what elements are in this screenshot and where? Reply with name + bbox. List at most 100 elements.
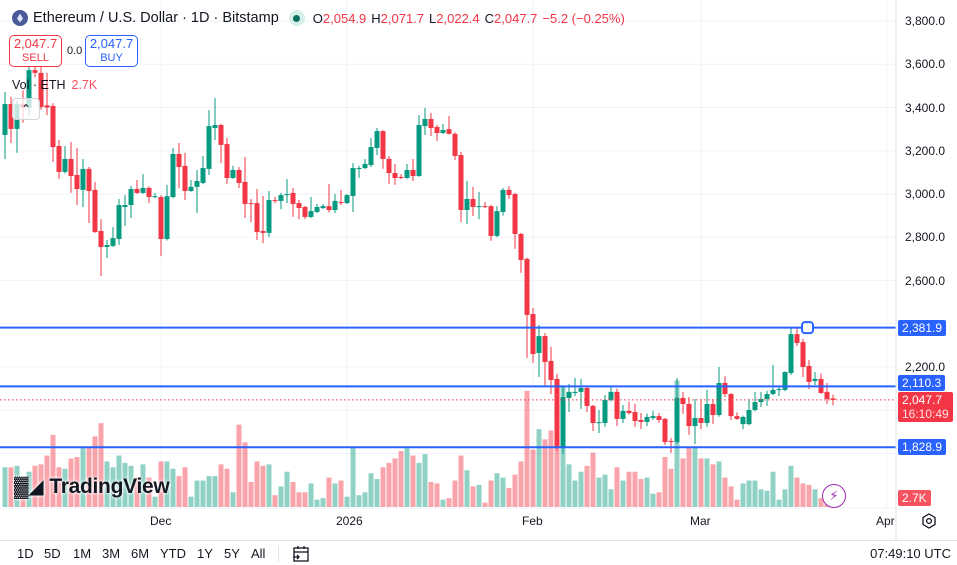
candle-body <box>800 342 806 367</box>
volume-bar <box>308 483 314 507</box>
candle <box>560 386 566 454</box>
candle-body <box>734 416 740 419</box>
range-button-1y[interactable]: 1Y <box>197 546 213 561</box>
volume-bar <box>224 468 230 507</box>
candle-body <box>122 205 128 207</box>
candle-body <box>176 153 182 167</box>
candle-body <box>746 410 752 425</box>
candle-body <box>824 391 830 400</box>
volume-bar <box>170 468 176 507</box>
candle <box>752 391 758 412</box>
volume-bar <box>662 457 668 507</box>
candle-body <box>38 72 44 108</box>
sell-button[interactable]: 2,047.7 SELL <box>9 35 62 67</box>
candle-body <box>230 169 236 178</box>
volume-bar <box>302 492 308 507</box>
range-button-3m[interactable]: 3M <box>102 546 121 561</box>
range-button-5y[interactable]: 5Y <box>224 546 240 561</box>
candle-body <box>236 169 242 183</box>
candle <box>500 187 506 216</box>
candle-body <box>686 403 692 427</box>
candle-body <box>392 173 398 178</box>
volume-bar <box>500 477 506 507</box>
candle <box>272 197 278 204</box>
calendar-goto-icon[interactable] <box>292 545 310 563</box>
candle-body <box>626 410 632 414</box>
candle <box>122 195 128 227</box>
volume-bar <box>338 480 344 507</box>
settings-icon[interactable] <box>921 513 937 529</box>
candle <box>494 206 500 238</box>
volume-bar <box>182 467 188 507</box>
candle <box>464 181 470 225</box>
candle-body <box>8 104 14 129</box>
candle <box>536 325 542 377</box>
candle <box>356 165 362 178</box>
market-open-icon[interactable] <box>288 10 305 26</box>
bottom-toolbar <box>0 540 957 565</box>
volume-bar <box>68 458 74 507</box>
range-button-1d[interactable]: 1D <box>17 546 34 561</box>
candle <box>626 402 632 415</box>
volume-bar <box>620 480 626 507</box>
volume-bar <box>530 449 536 507</box>
range-button-5d[interactable]: 5D <box>44 546 61 561</box>
volume-bar <box>380 467 386 507</box>
volume-bar <box>602 474 608 507</box>
candle <box>116 198 122 246</box>
collapse-legend-button[interactable]: ⌃ <box>12 98 40 120</box>
candle <box>176 142 182 188</box>
candle-body <box>752 402 758 411</box>
candle-body <box>440 129 446 134</box>
candle-body <box>632 411 638 422</box>
candle-body <box>350 168 356 196</box>
candle-body <box>248 203 254 205</box>
volume-bar <box>554 446 560 507</box>
candle <box>188 179 194 192</box>
candle-body <box>566 391 572 398</box>
volume-bar <box>668 468 674 507</box>
volume-bar <box>242 442 248 507</box>
time-tick-label: Feb <box>522 514 543 528</box>
volume-bar <box>80 448 86 507</box>
volume-bar <box>812 489 818 507</box>
line-drag-handle[interactable] <box>801 321 814 335</box>
candle-body <box>74 174 80 190</box>
range-button-ytd[interactable]: YTD <box>160 546 186 561</box>
price-tick-label: 3,800.0 <box>905 14 946 28</box>
candle <box>152 192 158 199</box>
candle <box>68 142 74 193</box>
buy-label: BUY <box>100 52 123 64</box>
candle-body <box>398 176 404 178</box>
candle-body <box>506 189 512 196</box>
candle <box>140 174 146 194</box>
tradingview-logo[interactable]: ▓◢ TradingView <box>14 474 170 499</box>
candle <box>422 107 428 135</box>
range-button-6m[interactable]: 6M <box>131 546 150 561</box>
lightning-icon[interactable]: ⚡ <box>822 484 846 508</box>
range-button-1m[interactable]: 1M <box>73 546 92 561</box>
buy-button[interactable]: 2,047.7 BUY <box>85 35 138 67</box>
candle-body <box>314 206 320 212</box>
volume-legend[interactable]: Vol · ETH 2.7K <box>12 78 97 92</box>
candle <box>416 115 422 177</box>
range-button-all[interactable]: All <box>251 546 266 561</box>
candle-body <box>812 378 818 382</box>
candle <box>440 123 446 134</box>
candle-body <box>194 181 200 187</box>
horizontal-lines[interactable] <box>0 321 896 449</box>
chevron-up-icon: ⌃ <box>20 102 32 116</box>
symbol-title[interactable]: Ethereum / U.S. Dollar · 1D · Bitstamp <box>33 10 279 26</box>
volume-bar <box>656 492 662 507</box>
volume-bar <box>416 462 422 507</box>
price-tick-label: 2,800.0 <box>905 230 946 245</box>
candle-body <box>92 189 98 233</box>
candle-body <box>422 118 428 127</box>
clock-utc[interactable]: 07:49:10 UTC <box>870 546 951 561</box>
volume-bar <box>350 446 356 507</box>
candle <box>410 158 416 182</box>
candle-body <box>698 418 704 424</box>
candle <box>344 194 350 204</box>
volume-bar <box>710 464 716 507</box>
